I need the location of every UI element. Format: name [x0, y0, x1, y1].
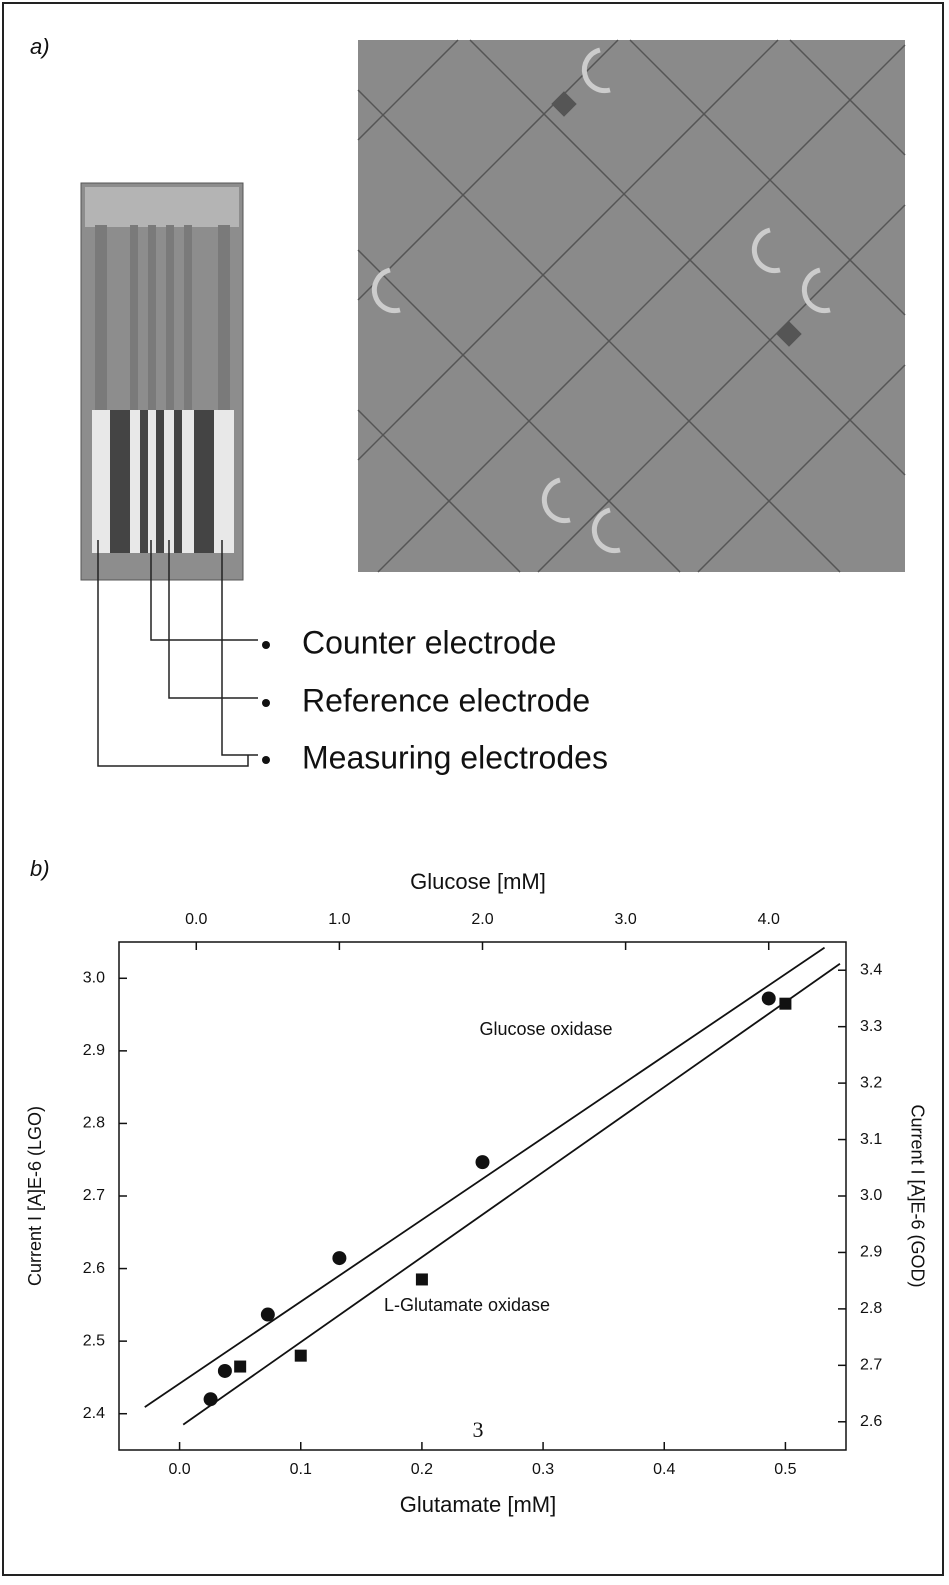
bullets	[262, 641, 270, 764]
fit-line	[182, 963, 841, 1426]
point	[761, 991, 776, 1006]
y-tick-label: 2.8	[83, 1115, 105, 1132]
y2-tick-label: 2.6	[860, 1413, 882, 1430]
y-tick-label: 2.9	[83, 1042, 105, 1059]
sensor-photo	[80, 182, 244, 581]
point	[234, 1360, 247, 1373]
point	[294, 1349, 307, 1362]
y-tick-label: 2.6	[83, 1260, 105, 1277]
y-tick-label: 2.7	[83, 1187, 105, 1204]
x2-tick-label: 0.0	[185, 911, 207, 928]
electrode-label: Reference electrode	[302, 682, 590, 718]
wafer-photo	[357, 39, 906, 573]
leader-lines	[97, 540, 258, 767]
point	[415, 1273, 428, 1286]
y2-tick-label: 2.8	[860, 1300, 882, 1317]
point	[217, 1363, 232, 1378]
electrode-label: Measuring electrodes	[302, 739, 608, 775]
x-tick-label: 0.3	[532, 1461, 554, 1478]
x-tick-label: 0.2	[411, 1461, 433, 1478]
page-mark: 3	[473, 1417, 484, 1442]
y2-tick-label: 3.3	[860, 1018, 882, 1035]
x2-tick-label: 1.0	[328, 911, 350, 928]
panel-label: b)	[30, 856, 50, 881]
y2-tick-label: 3.1	[860, 1131, 882, 1148]
y2-axis-title: Current I [A]E-6 (GOD)	[907, 1104, 927, 1287]
electrode-label: Counter electrode	[302, 624, 556, 660]
point	[475, 1155, 490, 1170]
y2-tick-label: 3.0	[860, 1187, 882, 1204]
x-tick-label: 0.1	[290, 1461, 312, 1478]
y-tick-label: 3.0	[83, 970, 105, 987]
panel-label: a)	[30, 34, 50, 59]
x-tick-label: 0.4	[653, 1461, 675, 1478]
y-tick-label: 2.5	[83, 1332, 105, 1349]
x2-tick-label: 2.0	[471, 911, 493, 928]
point	[203, 1392, 218, 1407]
point	[260, 1307, 275, 1322]
x-axis-title: Glutamate [mM]	[400, 1492, 556, 1517]
point	[332, 1251, 347, 1266]
x-tick-label: 0.5	[774, 1461, 796, 1478]
y-axis-title: Current I [A]E-6 (LGO)	[25, 1106, 45, 1286]
y2-tick-label: 3.2	[860, 1074, 882, 1091]
x2-tick-label: 3.0	[614, 911, 636, 928]
series-label: L-Glutamate oxidase	[384, 1295, 550, 1315]
fit-line	[144, 946, 826, 1408]
y2-tick-label: 2.9	[860, 1244, 882, 1261]
x2-tick-label: 4.0	[758, 911, 780, 928]
y2-tick-label: 2.7	[860, 1357, 882, 1374]
x2-axis-title: Glucose [mM]	[410, 869, 546, 894]
point	[779, 997, 792, 1010]
y2-tick-label: 3.4	[860, 961, 882, 978]
y-tick-label: 2.4	[83, 1405, 105, 1422]
series-label: Glucose oxidase	[479, 1019, 612, 1039]
x-tick-label: 0.0	[168, 1461, 190, 1478]
